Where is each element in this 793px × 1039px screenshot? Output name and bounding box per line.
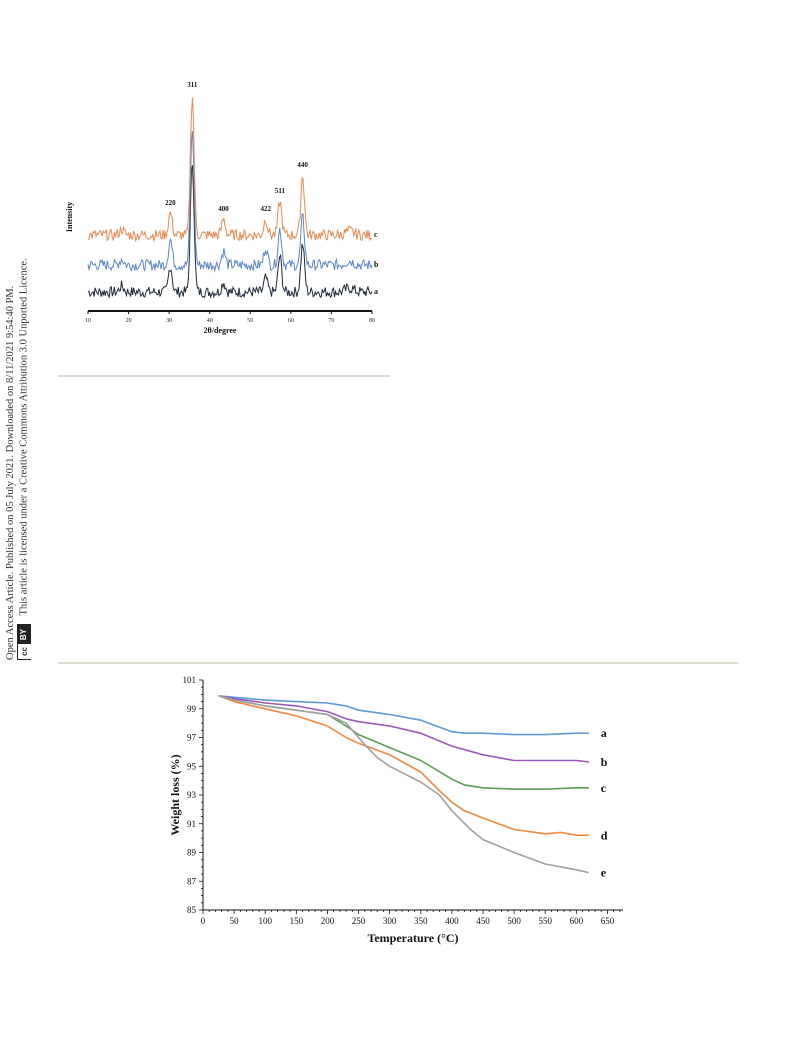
peak-label-311: 311	[187, 81, 198, 89]
peak-label-400: 400	[218, 205, 229, 213]
x-tick-label: 60	[288, 318, 294, 324]
license-line-2-text: This article is licensed under a Creativ…	[18, 258, 30, 616]
series-label-b: b	[601, 755, 608, 769]
x-tick-label: 50	[247, 318, 253, 324]
tga-series-c	[218, 695, 589, 790]
y-tick-label: 87	[187, 876, 197, 886]
x-tick-label: 0	[201, 916, 206, 926]
x-axis-label: 2θ/degree	[204, 326, 237, 335]
x-tick-label: 650	[601, 916, 615, 926]
tga-series-e	[218, 695, 589, 874]
peak-label-511: 511	[275, 187, 286, 195]
x-tick-label: 250	[352, 916, 366, 926]
x-tick-label: 20	[126, 318, 132, 324]
cc-icon: cc	[17, 644, 31, 659]
x-tick-label: 150	[290, 916, 304, 926]
peak-label-422: 422	[260, 205, 271, 213]
xrd-series-c	[87, 97, 373, 243]
y-tick-label: 93	[187, 790, 197, 800]
x-tick-label: 30	[166, 318, 172, 324]
y-tick-label: 91	[187, 819, 196, 829]
y-tick-label: 85	[187, 905, 197, 915]
x-tick-label: 70	[328, 318, 334, 324]
license-notice: Open Access Article. Published on 05 Jul…	[0, 0, 60, 700]
y-tick-label: 99	[187, 704, 197, 714]
peak-label-220: 220	[165, 199, 176, 207]
x-axis-label: Temperature (°C)	[367, 931, 458, 945]
divider-rule-2	[58, 662, 738, 664]
xrd-chart: 10 20 30 40 50 60 70 80 2θ/degree Intensity a b c 220…	[65, 81, 379, 335]
series-label-d: d	[601, 828, 608, 842]
x-tick-label: 200	[321, 916, 335, 926]
license-line-2: cc BY This article is licensed under a C…	[17, 258, 31, 660]
x-tick-label: 300	[383, 916, 397, 926]
tga-series-b	[218, 695, 589, 763]
y-tick-label: 97	[187, 733, 197, 743]
series-label-c: c	[374, 230, 378, 239]
y-axis-label: Intensity	[65, 202, 74, 232]
x-tick-label: 350	[414, 916, 428, 926]
y-tick-label: 95	[187, 761, 197, 771]
x-tick-label: 100	[258, 916, 272, 926]
x-tick-label: 40	[207, 318, 213, 324]
license-notice-text: Open Access Article. Published on 05 Jul…	[4, 258, 31, 660]
x-tick-label: 600	[570, 916, 584, 926]
x-tick-label: 80	[369, 318, 375, 324]
x-tick-label: 500	[507, 916, 521, 926]
divider-rule	[58, 375, 390, 377]
series-label-a: a	[601, 726, 607, 740]
x-tick-label: 450	[476, 916, 490, 926]
x-tick-label: 550	[538, 916, 552, 926]
y-tick-label: 101	[183, 675, 197, 685]
series-label-c: c	[601, 781, 607, 795]
y-axis-label: Weight loss (%)	[168, 754, 182, 835]
series-label-e: e	[601, 866, 607, 880]
xrd-series-a	[87, 165, 373, 299]
license-line-1: Open Access Article. Published on 05 Jul…	[5, 285, 16, 660]
x-tick-label: 50	[230, 916, 240, 926]
x-tick-label: 400	[445, 916, 459, 926]
tga-series-d	[218, 695, 589, 836]
by-icon: BY	[18, 624, 30, 645]
peak-label-440: 440	[297, 161, 308, 169]
series-label-a: a	[374, 287, 378, 296]
tga-chart: 0 50 100 150 200 250 300 350 400 450 500 550 600 650 8…	[168, 675, 623, 945]
cc-by-badge[interactable]: cc BY	[17, 623, 31, 660]
y-tick-label: 89	[187, 848, 197, 858]
tga-series-a	[218, 695, 589, 736]
series-label-b: b	[374, 260, 379, 269]
x-tick-label: 10	[85, 318, 91, 324]
xrd-series-b	[87, 131, 373, 273]
